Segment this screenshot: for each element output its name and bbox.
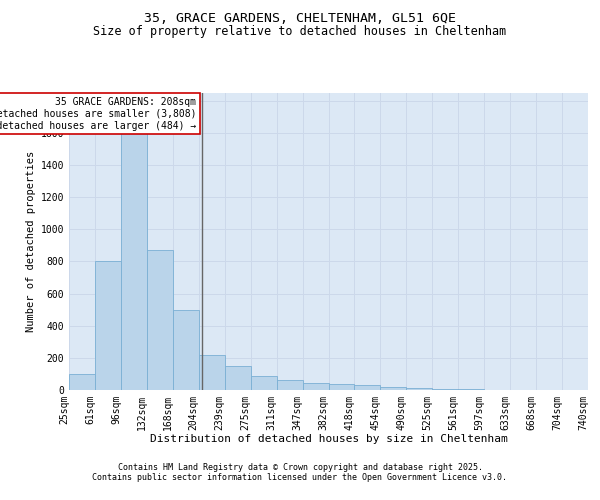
Bar — [355, 385, 380, 390]
Text: Contains public sector information licensed under the Open Government Licence v3: Contains public sector information licen… — [92, 472, 508, 482]
X-axis label: Distribution of detached houses by size in Cheltenham: Distribution of detached houses by size … — [149, 434, 508, 444]
Bar — [95, 262, 121, 390]
Bar — [199, 354, 224, 390]
Bar — [173, 310, 199, 390]
Bar — [251, 376, 277, 390]
Bar — [458, 389, 484, 390]
Bar — [277, 380, 302, 390]
Bar — [329, 384, 355, 390]
Bar — [380, 387, 406, 390]
Text: Size of property relative to detached houses in Cheltenham: Size of property relative to detached ho… — [94, 25, 506, 38]
Y-axis label: Number of detached properties: Number of detached properties — [26, 150, 37, 332]
Text: 35 GRACE GARDENS: 208sqm
← 89% of detached houses are smaller (3,808)
11% of sem: 35 GRACE GARDENS: 208sqm ← 89% of detach… — [0, 98, 196, 130]
Text: 35, GRACE GARDENS, CHELTENHAM, GL51 6QE: 35, GRACE GARDENS, CHELTENHAM, GL51 6QE — [144, 12, 456, 26]
Bar — [69, 374, 95, 390]
Bar — [433, 389, 458, 390]
Bar — [302, 383, 329, 390]
Bar — [121, 124, 147, 390]
Bar — [406, 388, 432, 390]
Bar — [225, 366, 251, 390]
Bar — [147, 250, 173, 390]
Text: Contains HM Land Registry data © Crown copyright and database right 2025.: Contains HM Land Registry data © Crown c… — [118, 462, 482, 471]
